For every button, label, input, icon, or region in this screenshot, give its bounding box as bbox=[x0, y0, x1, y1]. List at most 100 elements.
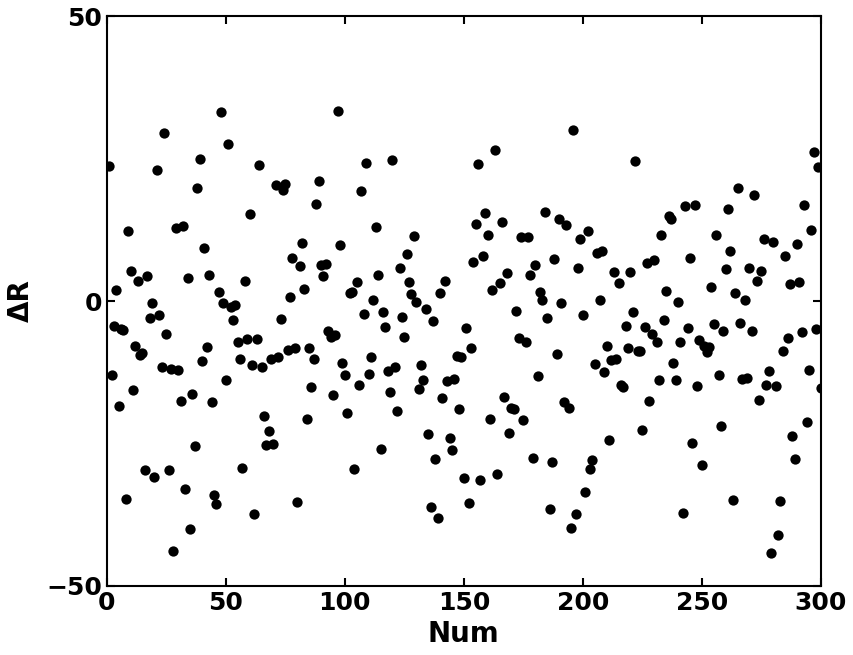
Point bbox=[142, 312, 156, 323]
Point bbox=[495, 217, 508, 227]
Point bbox=[395, 312, 409, 322]
Point bbox=[475, 251, 489, 261]
Point bbox=[345, 286, 358, 297]
Point bbox=[311, 176, 325, 187]
Point bbox=[516, 415, 530, 426]
Point bbox=[809, 324, 822, 334]
Point bbox=[704, 282, 717, 292]
Point bbox=[659, 286, 672, 296]
Point bbox=[664, 214, 677, 224]
Point bbox=[235, 463, 249, 474]
Point bbox=[804, 225, 817, 235]
Point bbox=[604, 355, 618, 365]
Point bbox=[665, 358, 679, 368]
Point bbox=[461, 498, 475, 508]
Point bbox=[653, 230, 667, 240]
Point bbox=[283, 292, 297, 303]
Point bbox=[307, 353, 321, 364]
Point bbox=[299, 413, 313, 424]
Point bbox=[468, 219, 482, 229]
Point bbox=[309, 198, 322, 209]
Point bbox=[575, 310, 589, 320]
Point bbox=[166, 546, 180, 556]
Point bbox=[347, 464, 361, 474]
Point bbox=[254, 362, 268, 372]
Point bbox=[314, 259, 328, 270]
Point bbox=[140, 271, 154, 281]
Point bbox=[599, 341, 612, 351]
Point bbox=[682, 253, 696, 263]
Point bbox=[613, 380, 627, 390]
Point bbox=[635, 425, 648, 436]
Point bbox=[206, 489, 220, 500]
Point bbox=[780, 333, 793, 343]
Point bbox=[777, 251, 791, 261]
Point bbox=[520, 231, 534, 242]
Point bbox=[428, 453, 442, 464]
Point bbox=[502, 428, 515, 438]
Point bbox=[625, 307, 639, 318]
Point bbox=[525, 453, 539, 463]
Point bbox=[148, 472, 161, 483]
Point bbox=[173, 396, 187, 407]
Point bbox=[561, 402, 575, 413]
Point bbox=[278, 179, 292, 189]
Point bbox=[549, 349, 563, 360]
Point bbox=[459, 323, 473, 333]
Point bbox=[160, 329, 173, 339]
Point bbox=[442, 433, 456, 443]
Point bbox=[195, 356, 209, 367]
Point bbox=[511, 333, 525, 343]
Point bbox=[716, 326, 729, 337]
Point bbox=[328, 329, 342, 340]
Point bbox=[416, 375, 430, 385]
Point bbox=[247, 509, 261, 519]
Point bbox=[399, 249, 413, 259]
Point bbox=[628, 156, 641, 166]
Point bbox=[798, 417, 812, 427]
Point bbox=[640, 258, 653, 269]
Point bbox=[765, 237, 779, 248]
Point bbox=[157, 128, 171, 138]
Point bbox=[485, 284, 499, 295]
Point bbox=[419, 304, 432, 314]
Point bbox=[333, 240, 346, 251]
Point bbox=[577, 487, 591, 498]
Point bbox=[661, 211, 675, 221]
Point bbox=[797, 200, 810, 211]
Point bbox=[754, 266, 768, 276]
Point bbox=[335, 358, 349, 368]
Point bbox=[218, 375, 232, 386]
Point bbox=[276, 185, 289, 196]
Point bbox=[597, 367, 611, 378]
Point bbox=[145, 298, 159, 309]
Point bbox=[595, 246, 608, 256]
Point bbox=[751, 394, 765, 405]
Point bbox=[193, 153, 206, 164]
Point bbox=[371, 269, 385, 280]
Point bbox=[676, 508, 689, 519]
Point bbox=[450, 350, 463, 361]
Point bbox=[316, 271, 330, 282]
Point bbox=[535, 295, 548, 306]
Point bbox=[644, 329, 658, 339]
Point bbox=[540, 313, 554, 324]
Point bbox=[508, 306, 522, 316]
Point bbox=[117, 324, 131, 335]
Point bbox=[775, 346, 789, 356]
Point bbox=[668, 375, 682, 386]
Point bbox=[756, 234, 769, 244]
Point bbox=[390, 406, 403, 417]
Point bbox=[119, 494, 132, 504]
Point bbox=[342, 288, 356, 299]
Point bbox=[136, 348, 149, 358]
Point bbox=[287, 343, 301, 354]
Point bbox=[162, 464, 176, 475]
Point bbox=[259, 440, 273, 450]
Point bbox=[606, 267, 620, 277]
Point bbox=[810, 162, 824, 172]
Point bbox=[656, 315, 670, 326]
Point bbox=[670, 297, 684, 307]
Point bbox=[409, 297, 422, 307]
Point bbox=[531, 371, 544, 381]
